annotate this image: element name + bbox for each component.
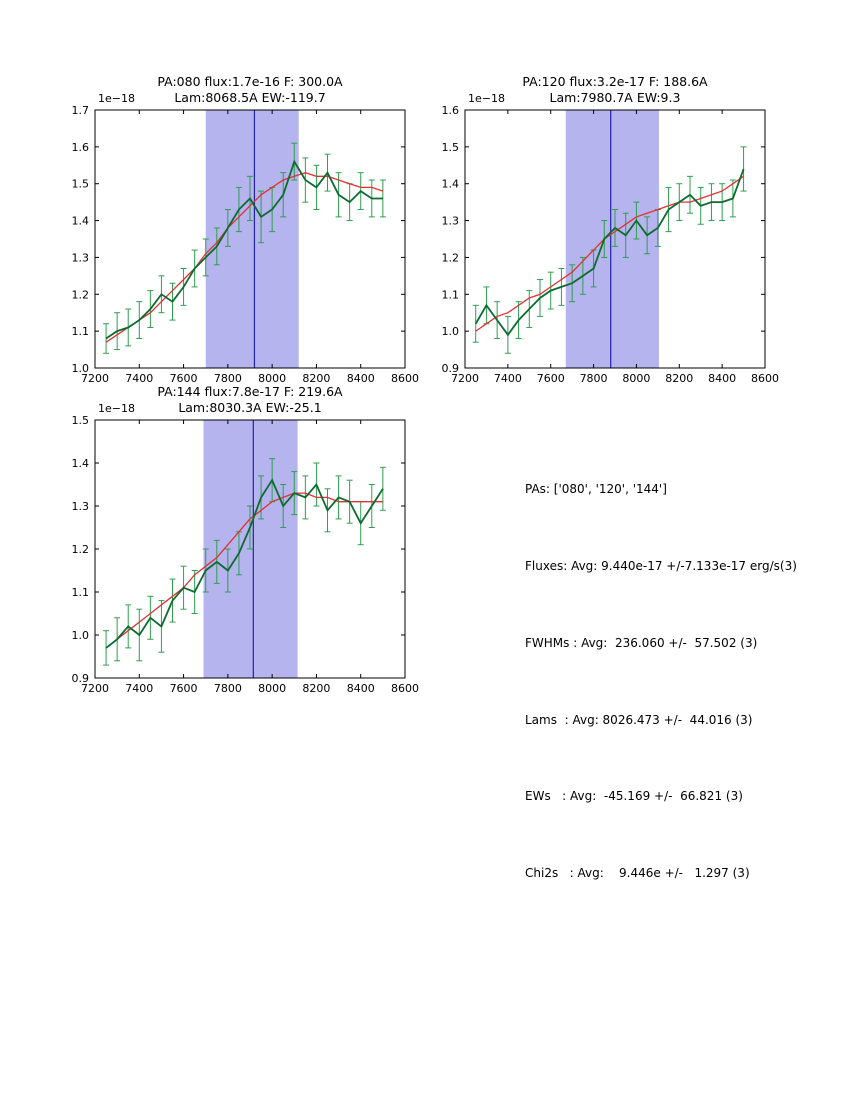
x-tick-label: 7200 — [81, 372, 109, 385]
plot-pa144: 7200 7400 7600 7800 8000 8200 8400 8600 0.9 1.0 1.… — [60, 380, 420, 700]
y-tick-label: 0.9 — [72, 672, 90, 685]
plot-title-line1: PA:144 flux:7.8e-17 F: 219.6A — [157, 384, 343, 399]
x-tick-label: 7600 — [537, 372, 565, 385]
x-tick-label: 8000 — [258, 372, 286, 385]
gaussian-fit-line — [105, 172, 384, 343]
x-tick-label: 7800 — [214, 372, 242, 385]
spectrum-data-line — [474, 168, 745, 337]
x-tick-label: 8200 — [665, 372, 693, 385]
x-tick-label: 7400 — [125, 682, 153, 695]
stats-line-chi2s: Chi2s : Avg: 9.446e +/- 1.297 (3) — [525, 866, 750, 881]
axes-frame — [94, 109, 406, 369]
plot-pa120: 7200 7400 7600 7800 8000 8200 8400 8600 0.9 1.0 1.… — [430, 70, 780, 390]
y-tick-label: 0.9 — [442, 362, 460, 375]
x-tick-label: 8000 — [258, 682, 286, 695]
stats-line-fluxes: Fluxes: Avg: 9.440e-17 +/-7.133e-17 erg/… — [525, 558, 797, 573]
y-tick-label: 1.4 — [442, 178, 460, 191]
y-tick-label: 1.6 — [72, 141, 90, 154]
y-tick-label: 1.3 — [442, 215, 460, 228]
gaussian-fit-line — [105, 492, 383, 649]
stats-line-ews: EWs : Avg: -45.169 +/- 66.821 (3) — [525, 789, 743, 804]
spectrum-data-line — [105, 159, 383, 340]
y-tick-label: 1.1 — [442, 288, 460, 301]
fit-window-band — [565, 110, 659, 368]
x-tick-label: 8400 — [347, 372, 375, 385]
x-tick-label: 7200 — [81, 682, 109, 695]
x-tick-label: 8600 — [391, 372, 419, 385]
axes-frame — [464, 109, 766, 369]
y-tick-label: 1.2 — [72, 288, 90, 301]
y-axis-offset-label: 1e−18 — [98, 402, 135, 415]
stats-line-fwhms: FWHMs : Avg: 236.060 +/- 57.502 (3) — [525, 635, 758, 650]
y-tick-label: 1.0 — [72, 629, 90, 642]
y-axis-offset-label: 1e−18 — [98, 92, 135, 105]
y-tick-label: 1.5 — [72, 178, 90, 191]
y-tick-label: 1.5 — [72, 414, 90, 427]
y-tick-label: 1.1 — [72, 325, 90, 338]
y-tick-label: 1.2 — [442, 251, 460, 264]
x-tick-label: 8600 — [391, 682, 419, 695]
y-tick-label: 1.1 — [72, 586, 90, 599]
spectrum-chart-pa080: 7200 7400 7600 7800 8000 8200 8400 8600 1.0 1.1 1.… — [72, 74, 420, 385]
plot-title-line1: PA:080 flux:1.7e-16 F: 300.0A — [157, 74, 343, 89]
stats-panel: PAs: ['080', '120', '144'] Fluxes: Avg: … — [525, 426, 797, 912]
spectrum-chart-pa120: 7200 7400 7600 7800 8000 8200 8400 8600 0.9 1.0 1.… — [442, 74, 780, 385]
x-tick-label: 8000 — [622, 372, 650, 385]
x-tick-label: 7200 — [451, 372, 479, 385]
x-tick-label: 7600 — [170, 372, 198, 385]
x-tick-label: 8600 — [751, 372, 779, 385]
x-tick-label: 7600 — [170, 682, 198, 695]
x-tick-label: 7400 — [494, 372, 522, 385]
spectrum-chart-pa144: 7200 7400 7600 7800 8000 8200 8400 8600 0.9 1.0 1.… — [72, 384, 420, 695]
error-bars — [472, 146, 747, 354]
x-tick-label: 7400 — [125, 372, 153, 385]
spectrum-data-line — [105, 478, 384, 649]
stats-line-pas: PAs: ['080', '120', '144'] — [525, 482, 667, 497]
y-tick-label: 1.7 — [72, 104, 90, 117]
x-tick-label: 7800 — [580, 372, 608, 385]
y-tick-label: 1.0 — [442, 325, 460, 338]
gaussian-fit-line — [475, 175, 744, 332]
y-tick-label: 1.3 — [72, 251, 90, 264]
x-tick-label: 8400 — [708, 372, 736, 385]
y-tick-label: 1.4 — [72, 457, 90, 470]
stats-line-lams: Lams : Avg: 8026.473 +/- 44.016 (3) — [525, 712, 753, 727]
y-tick-label: 1.0 — [72, 362, 90, 375]
plot-title-line2: Lam:8030.3A EW:-25.1 — [178, 400, 321, 415]
x-tick-label: 8400 — [347, 682, 375, 695]
y-tick-label: 1.6 — [442, 104, 460, 117]
plot-title-line2: Lam:7980.7A EW:9.3 — [550, 90, 681, 105]
x-tick-label: 8200 — [302, 372, 330, 385]
y-tick-label: 1.4 — [72, 215, 90, 228]
y-tick-label: 1.3 — [72, 500, 90, 513]
plot-pa080: 7200 7400 7600 7800 8000 8200 8400 8600 1.0 1.1 1.… — [60, 70, 420, 390]
plot-title-line1: PA:120 flux:3.2e-17 F: 188.6A — [522, 74, 708, 89]
x-tick-label: 7800 — [214, 682, 242, 695]
y-tick-label: 1.2 — [72, 543, 90, 556]
plot-title-line2: Lam:8068.5A EW:-119.7 — [174, 90, 325, 105]
x-tick-label: 8200 — [302, 682, 330, 695]
y-tick-label: 1.5 — [442, 141, 460, 154]
y-axis-offset-label: 1e−18 — [468, 92, 505, 105]
